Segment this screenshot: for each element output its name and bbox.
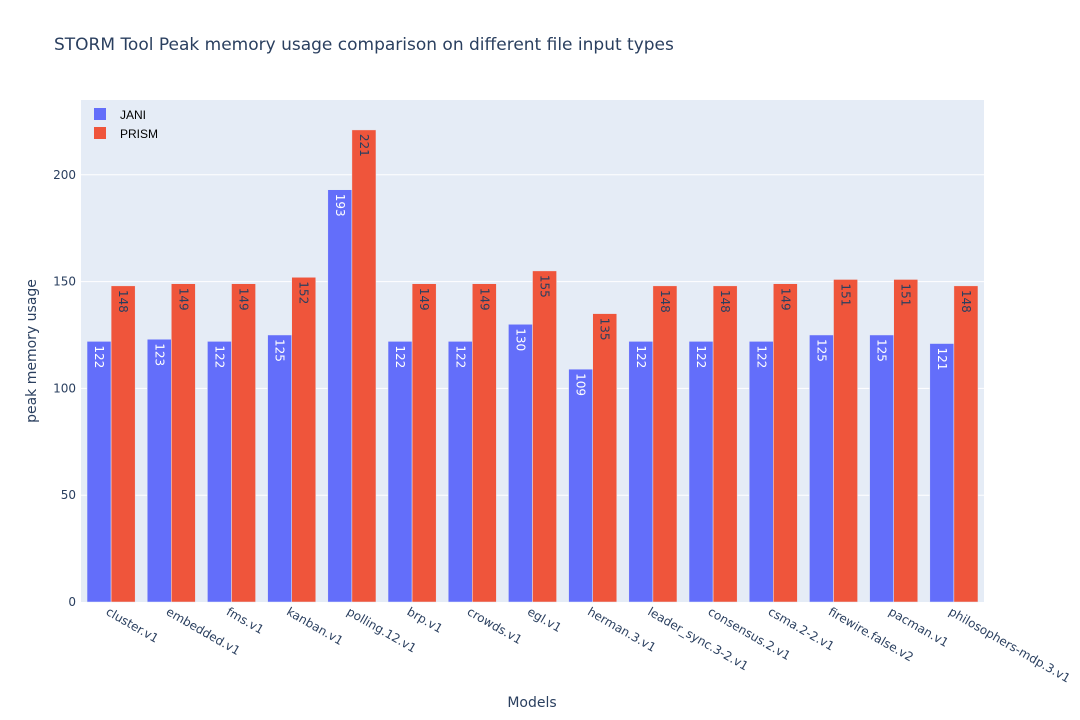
bar-label-prism-fms.v1: 149 (237, 288, 251, 311)
bar-prism-embedded.v1[interactable] (171, 283, 196, 603)
bar-jani-leader_sync.3-2.v1[interactable] (628, 341, 654, 603)
bar-prism-csma.2-2.v1[interactable] (773, 283, 798, 603)
bar-prism-pacman.v1[interactable] (893, 279, 919, 603)
bar-label-jani-polling.12.v1: 193 (333, 194, 347, 217)
bar-label-jani-philosophers-mdp.3.v1: 121 (935, 348, 949, 371)
bar-prism-fms.v1[interactable] (231, 283, 256, 603)
legend-label-prism[interactable]: PRISM (120, 127, 158, 141)
bar-label-jani-fms.v1: 122 (212, 345, 226, 368)
bar-jani-pacman.v1[interactable] (869, 334, 894, 603)
bar-prism-philosophers-mdp.3.v1[interactable] (953, 285, 979, 603)
legend-swatch-jani[interactable] (94, 108, 106, 120)
bar-label-prism-kanban.v1: 152 (297, 281, 311, 304)
y-tick-label-100: 100 (53, 381, 76, 395)
bar-jani-herman.3.v1[interactable] (568, 368, 593, 603)
x-tick-label-leader_sync.3-2.v1: leader_sync.3-2.v1 (645, 604, 750, 673)
bars (86, 129, 979, 603)
bar-label-jani-leader_sync.3-2.v1: 122 (634, 345, 648, 368)
x-tick-label-fms.v1: fms.v1 (224, 604, 266, 636)
x-tick-label-egl.v1: egl.v1 (525, 604, 564, 635)
bar-jani-polling.12.v1[interactable] (327, 189, 353, 603)
y-tick-label-50: 50 (61, 488, 76, 502)
bar-label-jani-cluster.v1: 122 (92, 345, 106, 368)
bar-jani-fms.v1[interactable] (207, 341, 232, 603)
x-tick-label-philosophers-mdp.3.v1: philosophers-mdp.3.v1 (946, 604, 1072, 685)
bar-jani-egl.v1[interactable] (508, 324, 533, 603)
bar-jani-kanban.v1[interactable] (267, 334, 292, 603)
bar-label-prism-cluster.v1: 148 (116, 290, 130, 313)
bar-label-jani-egl.v1: 130 (513, 328, 527, 351)
bar-label-prism-csma.2-2.v1: 149 (778, 288, 792, 311)
bar-jani-firewire.false.v2[interactable] (809, 334, 834, 603)
bar-label-prism-crowds.v1: 149 (477, 288, 491, 311)
bar-jani-crowds.v1[interactable] (447, 341, 473, 603)
bar-label-prism-brp.v1: 149 (417, 288, 431, 311)
bar-label-jani-kanban.v1: 125 (273, 339, 287, 362)
bar-label-prism-consensus.2.v1: 148 (718, 290, 732, 313)
bar-value-labels: 122 148 123 149 122 149 125 152 193 221 122 149 122 1… (92, 134, 973, 396)
bar-jani-consensus.2.v1[interactable] (688, 341, 714, 603)
y-axis-ticks: 0 50 100 150 200 (53, 168, 76, 609)
bar-label-jani-brp.v1: 122 (393, 345, 407, 368)
bar-prism-polling.12.v1[interactable] (351, 129, 377, 603)
bar-label-prism-philosophers-mdp.3.v1: 148 (959, 290, 973, 313)
bar-jani-csma.2-2.v1[interactable] (748, 341, 774, 603)
bar-jani-brp.v1[interactable] (387, 341, 413, 603)
x-tick-label-cluster.v1: cluster.v1 (104, 604, 161, 645)
bar-label-prism-embedded.v1: 149 (176, 288, 190, 311)
bar-label-jani-embedded.v1: 123 (152, 343, 166, 366)
bar-prism-crowds.v1[interactable] (472, 283, 497, 603)
x-tick-label-crowds.v1: crowds.v1 (465, 604, 525, 647)
legend[interactable]: JANI PRISM (94, 108, 158, 141)
x-tick-label-kanban.v1: kanban.v1 (284, 604, 345, 648)
bar-label-jani-herman.3.v1: 109 (574, 373, 588, 396)
bar-prism-kanban.v1[interactable] (291, 277, 317, 603)
bar-jani-cluster.v1[interactable] (86, 341, 112, 603)
bar-label-prism-leader_sync.3-2.v1: 148 (658, 290, 672, 313)
x-axis-title: Models (507, 695, 556, 711)
bar-label-prism-pacman.v1: 151 (899, 283, 913, 306)
bar-jani-embedded.v1[interactable] (146, 339, 172, 603)
bar-label-prism-herman.3.v1: 135 (598, 318, 612, 341)
bar-label-jani-crowds.v1: 122 (453, 345, 467, 368)
bar-jani-philosophers-mdp.3.v1[interactable] (929, 343, 955, 603)
chart-title: STORM Tool Peak memory usage comparison … (54, 35, 674, 55)
y-tick-label-150: 150 (53, 275, 76, 289)
legend-label-jani[interactable]: JANI (120, 108, 146, 122)
bar-prism-consensus.2.v1[interactable] (712, 285, 738, 603)
bar-label-prism-polling.12.v1: 221 (357, 134, 371, 157)
bar-prism-brp.v1[interactable] (411, 283, 437, 603)
bar-label-jani-firewire.false.v2: 125 (814, 339, 828, 362)
y-tick-label-200: 200 (53, 168, 76, 182)
bar-prism-herman.3.v1[interactable] (592, 313, 618, 603)
legend-swatch-prism[interactable] (94, 127, 106, 139)
bar-label-jani-csma.2-2.v1: 122 (754, 345, 768, 368)
x-tick-label-brp.v1: brp.v1 (405, 604, 446, 635)
bar-prism-leader_sync.3-2.v1[interactable] (652, 285, 678, 603)
bar-prism-firewire.false.v2[interactable] (833, 279, 858, 603)
bar-prism-egl.v1[interactable] (532, 270, 557, 603)
bar-label-jani-consensus.2.v1: 122 (694, 345, 708, 368)
y-tick-label-0: 0 (68, 595, 76, 609)
bar-label-prism-egl.v1: 155 (538, 275, 552, 298)
bar-label-prism-firewire.false.v2: 151 (839, 283, 853, 306)
bar-label-jani-pacman.v1: 125 (875, 339, 889, 362)
bar-prism-cluster.v1[interactable] (110, 285, 136, 603)
y-axis-title: peak memory usage (24, 279, 40, 423)
